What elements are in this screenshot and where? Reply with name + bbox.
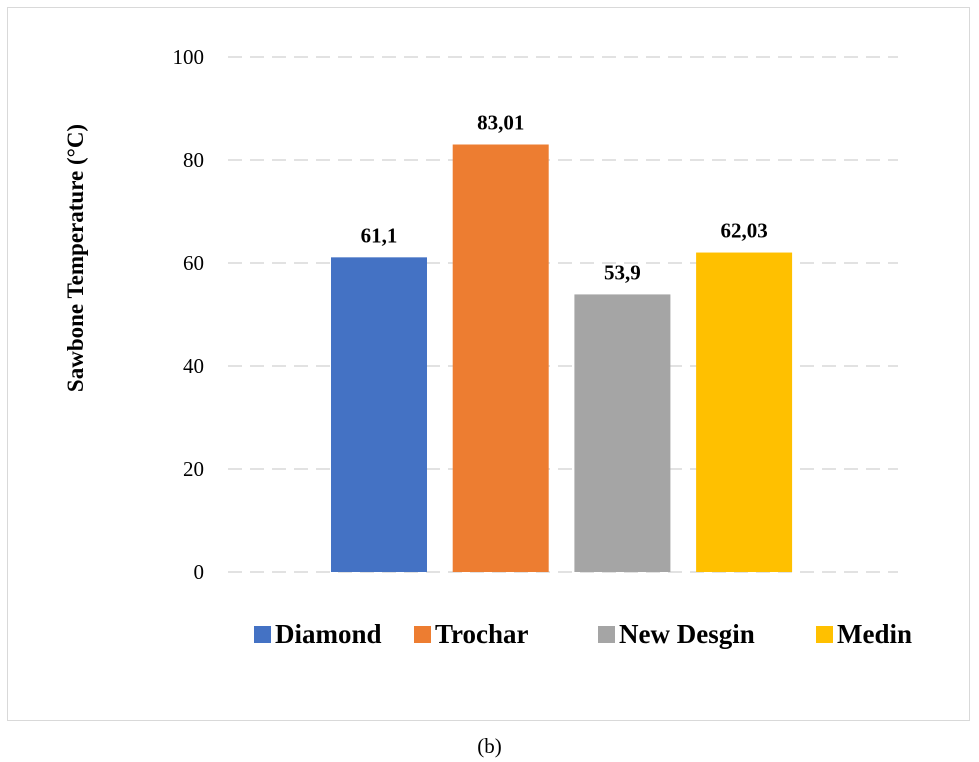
y-tick-label: 100: [173, 45, 205, 69]
y-axis-ticks: 0 20 40 60 80 100: [173, 45, 205, 584]
legend-label: New Desgin: [619, 619, 755, 649]
bar-diamond: [331, 257, 427, 572]
gridlines: [228, 56, 898, 573]
y-tick-label: 0: [194, 560, 205, 584]
legend-label: Trochar: [435, 619, 529, 649]
legend-swatch: [254, 626, 271, 643]
legend-swatch: [598, 626, 615, 643]
legend-label: Medin: [837, 619, 912, 649]
legend-swatch: [414, 626, 431, 643]
bar-trochar: [452, 144, 549, 572]
y-axis-label: Sawbone Temperature (°C): [63, 124, 88, 392]
y-tick-label: 40: [183, 354, 204, 378]
legend-swatch: [816, 626, 833, 643]
bar-new-desgin: [574, 294, 671, 572]
data-labels: 61,1 83,01 53,9 62,03: [361, 110, 768, 284]
legend-label: Diamond: [275, 619, 382, 649]
bar-medin: [696, 252, 793, 572]
data-label: 62,03: [720, 219, 767, 243]
y-tick-label: 80: [183, 148, 204, 172]
y-tick-label: 20: [183, 457, 204, 481]
y-tick-label: 60: [183, 251, 204, 275]
data-label: 53,9: [604, 260, 641, 284]
legend: Diamond Trochar New Desgin Medin: [254, 619, 912, 649]
data-label: 83,01: [477, 110, 524, 134]
figure-caption: (b): [477, 734, 502, 758]
data-label: 61,1: [361, 223, 398, 247]
bars: [331, 144, 793, 572]
